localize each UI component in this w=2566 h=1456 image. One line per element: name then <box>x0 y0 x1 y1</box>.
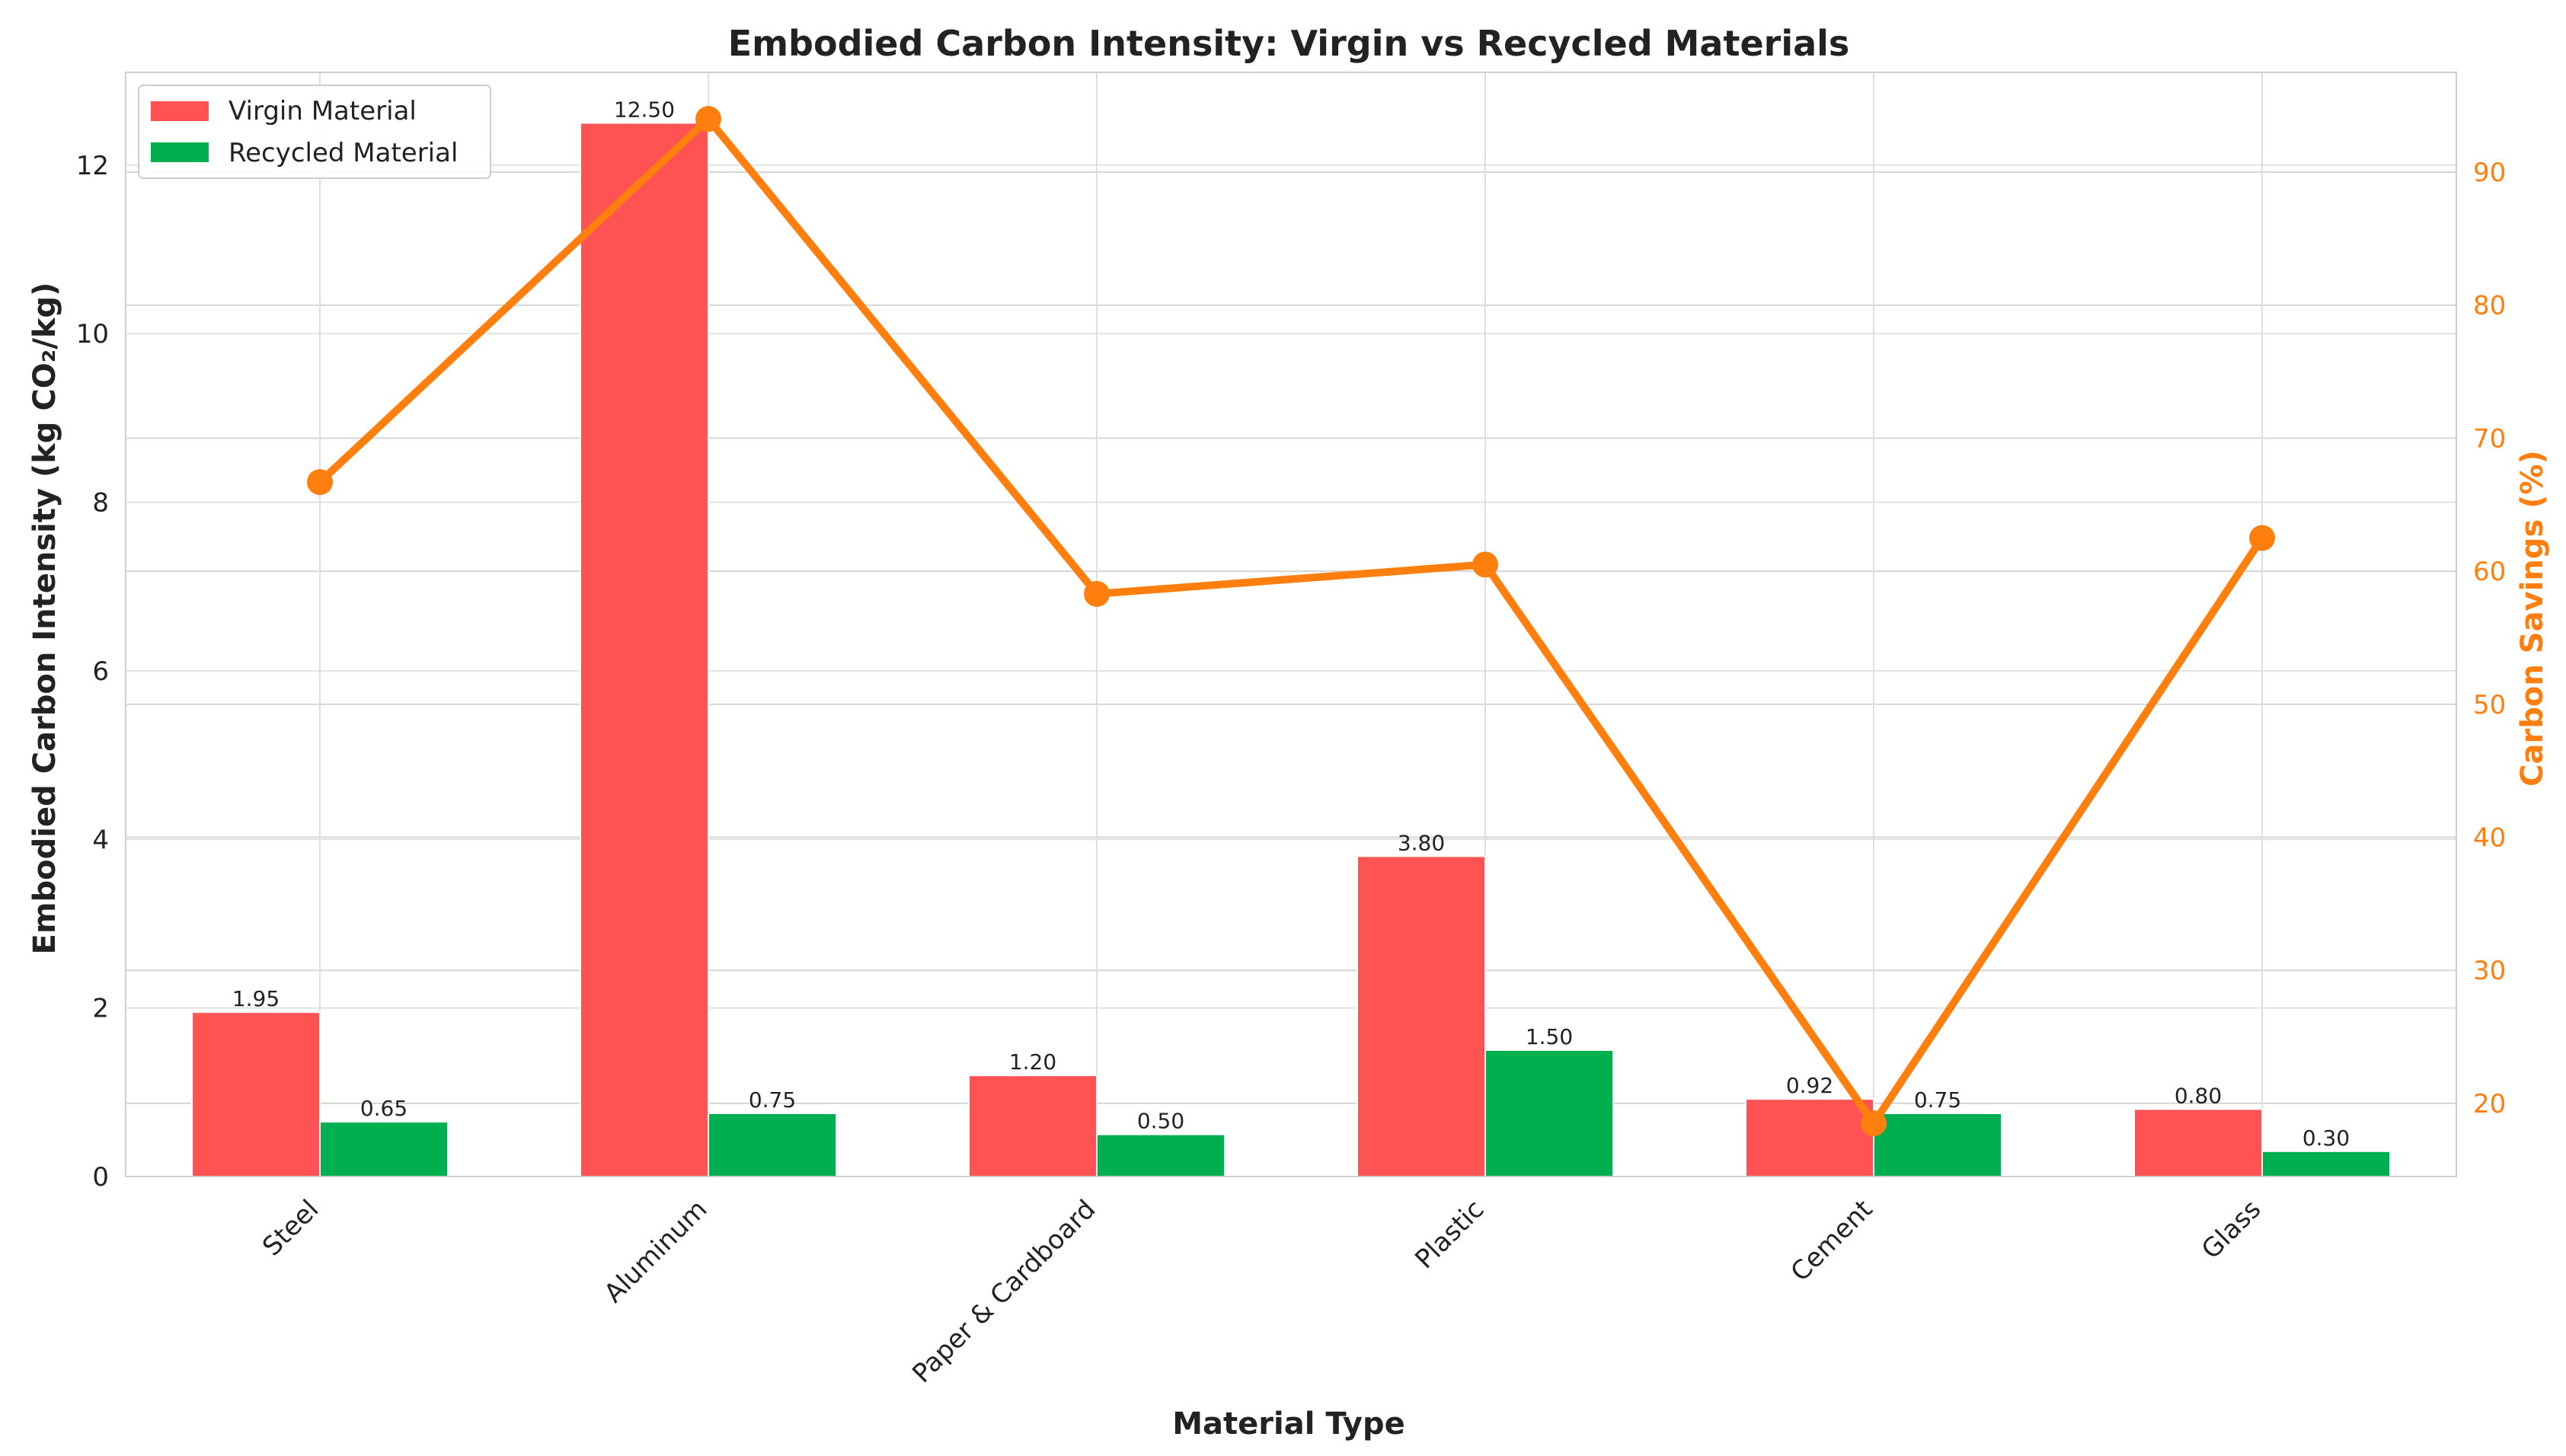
bar-label-recycled: 1.50 <box>1526 1024 1573 1049</box>
savings-point <box>1861 1110 1887 1137</box>
bar-recycled <box>708 1112 837 1178</box>
y-tick-label: 8 <box>92 488 109 519</box>
bar-label-recycled: 0.50 <box>1137 1109 1184 1134</box>
y2-tick-label: 40 <box>2473 823 2506 854</box>
bar-recycled <box>1873 1112 2002 1178</box>
savings-point <box>2249 525 2275 551</box>
bar-label-recycled: 0.75 <box>749 1087 796 1113</box>
bar-label-recycled: 0.30 <box>2302 1126 2350 1151</box>
bar-virgin <box>2133 1108 2263 1178</box>
x-tick-label: Steel <box>257 1194 324 1262</box>
x-axis-label: Material Type <box>1172 1407 1405 1442</box>
bar-virgin <box>1745 1098 1874 1178</box>
y2-tick-label: 80 <box>2473 291 2506 321</box>
bar-virgin <box>968 1074 1098 1177</box>
bar-label-recycled: 0.75 <box>1914 1087 1961 1113</box>
y2-axis-label: Carbon Savings (%) <box>2515 450 2550 787</box>
bar-label-virgin: 0.92 <box>1786 1073 1833 1098</box>
bar-recycled <box>2261 1150 2391 1178</box>
grid-layer <box>126 72 2456 1177</box>
bar-virgin <box>191 1011 321 1177</box>
bar-virgin <box>1356 855 1486 1177</box>
legend: Virgin Material Recycled Material <box>138 85 491 179</box>
bar-recycled <box>1484 1049 1614 1178</box>
legend-swatch-recycled <box>151 142 209 162</box>
bar-label-recycled: 0.65 <box>360 1096 407 1121</box>
bar-virgin <box>580 122 709 1177</box>
y2-tick-label: 70 <box>2473 423 2506 454</box>
axes-layer: 0 2 4 6 8 10 12 20 30 40 50 60 70 80 90 Steel Aluminum Pa… <box>76 72 2506 1389</box>
chart-title: Embodied Carbon Intensity: Virgin vs Rec… <box>728 23 1850 64</box>
savings-point <box>695 106 721 133</box>
y-axis-label: Embodied Carbon Intensity (kg CO₂/kg) <box>27 283 62 955</box>
bar-label-virgin: 1.20 <box>1009 1049 1056 1074</box>
legend-label-recycled: Recycled Material <box>228 138 458 168</box>
legend-box <box>138 85 491 179</box>
y-tick-label: 2 <box>92 994 109 1024</box>
savings-point <box>1472 551 1498 578</box>
y-tick-label: 12 <box>76 151 109 181</box>
bar-label-virgin: 12.50 <box>614 97 675 122</box>
y-tick-label: 4 <box>92 825 109 855</box>
y2-tick-label: 60 <box>2473 557 2506 587</box>
bar-label-virgin: 3.80 <box>1398 830 1445 855</box>
bar-recycled <box>1096 1133 1225 1178</box>
y-tick-label: 0 <box>92 1162 109 1193</box>
bar-label-virgin: 1.95 <box>232 986 280 1011</box>
savings-line-layer <box>307 106 2275 1137</box>
bar-recycled <box>319 1121 449 1178</box>
x-tick-label: Plastic <box>1409 1194 1490 1275</box>
legend-label-virgin: Virgin Material <box>228 96 417 126</box>
x-tick-label: Cement <box>1785 1194 1879 1288</box>
x-tick-label: Aluminum <box>599 1194 714 1309</box>
x-tick-label: Paper & Cardboard <box>906 1194 1101 1389</box>
x-tick-label: Glass <box>2196 1194 2267 1265</box>
legend-swatch-virgin <box>151 101 209 121</box>
y2-tick-label: 90 <box>2473 158 2506 188</box>
y2-tick-label: 30 <box>2473 956 2506 986</box>
y-tick-label: 10 <box>76 319 109 350</box>
y2-tick-label: 50 <box>2473 690 2506 720</box>
savings-point <box>307 469 333 496</box>
y2-tick-label: 20 <box>2473 1089 2506 1119</box>
bar-label-virgin: 0.80 <box>2175 1083 2222 1108</box>
savings-point <box>1084 580 1110 607</box>
savings-line <box>316 115 2266 1128</box>
bars-layer: 1.95 12.50 1.20 3.80 0.92 0.80 0.65 0.75 0.50 1.5… <box>191 97 2391 1178</box>
plot-frame <box>125 72 2457 1177</box>
y-tick-label: 6 <box>92 656 109 687</box>
